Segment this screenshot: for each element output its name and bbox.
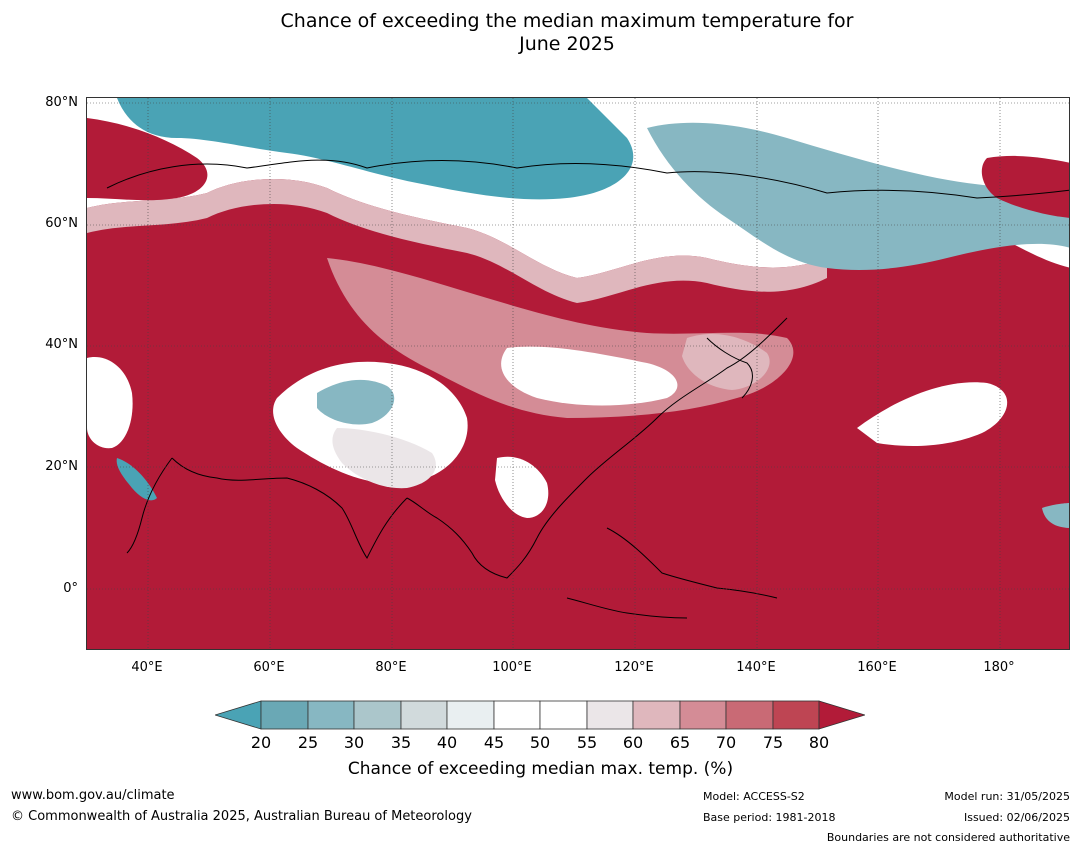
footer-copyright: © Commonwealth of Australia 2025, Austra… bbox=[11, 809, 472, 824]
colorbar-tick-45: 45 bbox=[483, 733, 505, 752]
colorbar-tick-60: 60 bbox=[622, 733, 644, 752]
colorbar-tick-20: 20 bbox=[250, 733, 272, 752]
lon-label-40e: 40°E bbox=[131, 660, 163, 675]
footer-model: Model: ACCESS-S2 bbox=[703, 790, 805, 803]
colorbar-lt20-arrow bbox=[215, 700, 262, 730]
colorbar-bin-30-35 bbox=[353, 700, 402, 730]
footer-disclaimer: Boundaries are not considered authoritat… bbox=[826, 831, 1070, 844]
colorbar-bin-45-50 bbox=[493, 700, 541, 730]
colorbar-tick-70: 70 bbox=[715, 733, 737, 752]
pacific-teal-patch bbox=[1042, 503, 1069, 528]
colorbar-bin-70-75 bbox=[725, 700, 774, 730]
coastlines bbox=[106, 159, 1069, 619]
colorbar-bin-55-60 bbox=[586, 700, 634, 730]
colorbar-bin-35-40 bbox=[400, 700, 448, 730]
colorbar-tick-30: 30 bbox=[343, 733, 365, 752]
colorbar-bin-60-65 bbox=[632, 700, 681, 730]
colorbar-tick-35: 35 bbox=[390, 733, 412, 752]
colorbar-title: Chance of exceeding median max. temp. (%… bbox=[347, 759, 734, 779]
tibet-teal-core bbox=[317, 379, 395, 425]
title-line-2: June 2025 bbox=[519, 33, 615, 55]
colorbar-tick-75: 75 bbox=[762, 733, 784, 752]
footer-issued: Issued: 02/06/2025 bbox=[963, 811, 1070, 824]
colorbar-gt80-arrow bbox=[818, 700, 865, 730]
pacific-neutral-patch bbox=[857, 382, 1008, 446]
arabia-neutral bbox=[87, 357, 133, 449]
footer-model-run: Model run: 31/05/2025 bbox=[944, 790, 1070, 803]
colorbar-tick-80: 80 bbox=[808, 733, 830, 752]
footer-base-period: Base period: 1981-2018 bbox=[703, 811, 836, 824]
arctic-pink-edge bbox=[87, 178, 827, 303]
lat-label-20n: 20°N bbox=[45, 459, 78, 474]
colorbar-tick-50: 50 bbox=[529, 733, 551, 752]
lat-label-60n: 60°N bbox=[45, 216, 78, 231]
colorbar-bin-40-45 bbox=[446, 700, 495, 730]
lat-label-0: 0° bbox=[63, 581, 78, 596]
colorbar-bin-75-80 bbox=[772, 700, 820, 730]
arctic-teal-zone bbox=[117, 98, 634, 200]
map-title: Chance of exceeding the median maximum t… bbox=[0, 10, 1081, 56]
beringia-red bbox=[981, 155, 1069, 218]
colorbar-tick-65: 65 bbox=[669, 733, 691, 752]
colorbar-ticks: 20 25 30 35 40 45 50 55 60 65 70 75 80 bbox=[0, 733, 1081, 752]
graticule bbox=[87, 98, 1069, 649]
east-siberia-teal bbox=[647, 122, 1069, 270]
map-svg bbox=[87, 98, 1069, 649]
colorbar-bin-65-70 bbox=[679, 700, 727, 730]
japan-pink bbox=[682, 333, 770, 390]
lon-label-120e: 120°E bbox=[614, 660, 654, 675]
east-asia-pink-band bbox=[327, 258, 794, 418]
lon-label-160e: 160°E bbox=[857, 660, 897, 675]
colorbar-bin-50-55 bbox=[539, 700, 588, 730]
lon-label-180: 180° bbox=[983, 660, 1015, 675]
colorbar-bin-20-25 bbox=[260, 700, 309, 730]
lon-label-100e: 100°E bbox=[492, 660, 532, 675]
china-neutral-zone bbox=[501, 346, 678, 406]
red-sea-teal bbox=[116, 458, 157, 501]
title-line-1: Chance of exceeding the median maximum t… bbox=[280, 10, 854, 32]
map-area bbox=[86, 97, 1070, 650]
colorbar-tick-55: 55 bbox=[576, 733, 598, 752]
india-neutral bbox=[332, 428, 436, 489]
colorbar-bin-25-30 bbox=[307, 700, 355, 730]
colorbar bbox=[215, 700, 865, 730]
footer-website: www.bom.gov.au/climate bbox=[11, 788, 175, 803]
lon-label-60e: 60°E bbox=[253, 660, 285, 675]
lon-label-80e: 80°E bbox=[375, 660, 407, 675]
colorbar-tick-25: 25 bbox=[297, 733, 319, 752]
colorbar-tick-40: 40 bbox=[436, 733, 458, 752]
lat-label-80n: 80°N bbox=[45, 95, 78, 110]
lat-label-40n: 40°N bbox=[45, 337, 78, 352]
lon-label-140e: 140°E bbox=[736, 660, 776, 675]
west-red-russia bbox=[87, 118, 208, 201]
indochina-neutral bbox=[495, 456, 549, 518]
